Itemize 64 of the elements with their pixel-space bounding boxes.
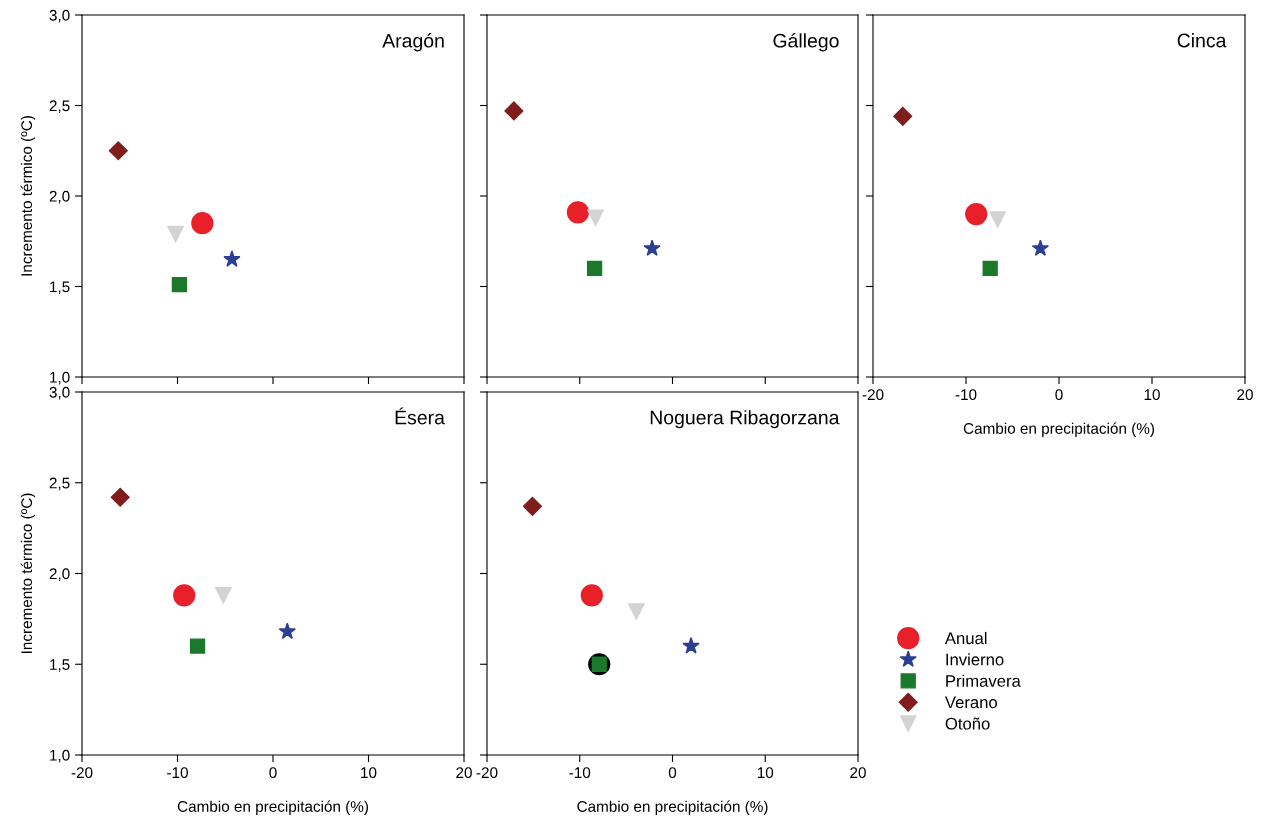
x-tick-label: -20: [862, 389, 884, 401]
point: [191, 212, 214, 235]
y-tick-label: 2,0: [49, 190, 70, 204]
text: Gállego: [773, 33, 839, 52]
y-tick-label: 1,5: [50, 659, 70, 672]
x-axis-title: Cambio en precipitación (%): [577, 800, 768, 815]
point: [504, 101, 524, 121]
legend-label: Invierno: [946, 653, 1004, 666]
y-tick-label: 2,5: [49, 477, 70, 491]
point: [643, 239, 661, 256]
x-tick-label: 20: [456, 767, 472, 779]
point: [189, 638, 206, 654]
point: [110, 487, 130, 507]
point: [566, 201, 590, 224]
point: [171, 277, 188, 293]
x-tick-label: 10: [757, 767, 774, 779]
legend-label: Primavera: [946, 674, 1021, 687]
point: [982, 260, 998, 277]
text: Cinca: [1177, 33, 1227, 48]
point: [627, 603, 645, 620]
point: [522, 496, 542, 516]
point: [223, 250, 241, 267]
x-tick-label: -20: [476, 767, 498, 779]
x-tick-label: 20: [1237, 389, 1253, 401]
x-tick-label: 20: [850, 767, 866, 779]
y-tick-label: 2,5: [49, 100, 70, 113]
x-tick-label: 0: [668, 767, 677, 779]
point: [108, 141, 128, 161]
x-tick-label: -20: [71, 767, 93, 779]
x-axis-title: Cambio en precipitación (%): [963, 422, 1155, 437]
legend-label: Otoño: [945, 717, 990, 730]
x-tick-label: 0: [269, 767, 277, 779]
y-axis-title: Incremento térmico (ºC): [20, 116, 36, 276]
text: Aragón: [382, 33, 444, 52]
point: [173, 584, 196, 607]
point: [586, 260, 603, 277]
text: Ésera: [395, 407, 445, 425]
x-tick-label: -10: [167, 767, 188, 779]
legend-label: Anual: [944, 631, 987, 645]
y-tick-label: 3,0: [49, 386, 70, 400]
y-tick-label: 1,5: [50, 281, 70, 294]
y-tick-label: 1,0: [50, 371, 70, 385]
point: [167, 225, 184, 243]
point: [580, 584, 603, 607]
point: [215, 586, 232, 604]
y-tick-label: 1,0: [50, 749, 70, 763]
x-tick-label: 10: [361, 767, 377, 779]
legend-label: Verano: [944, 696, 998, 709]
y-tick-label: 3,0: [49, 9, 70, 23]
x-tick-label: 10: [1144, 389, 1160, 401]
text: Noguera Ribagorzana: [650, 410, 840, 429]
point: [587, 209, 604, 227]
point: [965, 202, 988, 226]
x-tick-label: -10: [955, 389, 977, 401]
point: [682, 637, 700, 654]
y-axis-title: Incremento térmico (ºC): [20, 493, 36, 653]
x-tick-label: 0: [1055, 389, 1063, 401]
point: [278, 622, 296, 640]
point: [893, 106, 913, 126]
y-tick-label: 2,0: [49, 568, 70, 581]
point: [1031, 239, 1050, 256]
x-tick-label: -10: [569, 767, 591, 779]
x-axis-title: Cambio en precipitación (%): [177, 800, 369, 815]
point: [989, 211, 1006, 228]
